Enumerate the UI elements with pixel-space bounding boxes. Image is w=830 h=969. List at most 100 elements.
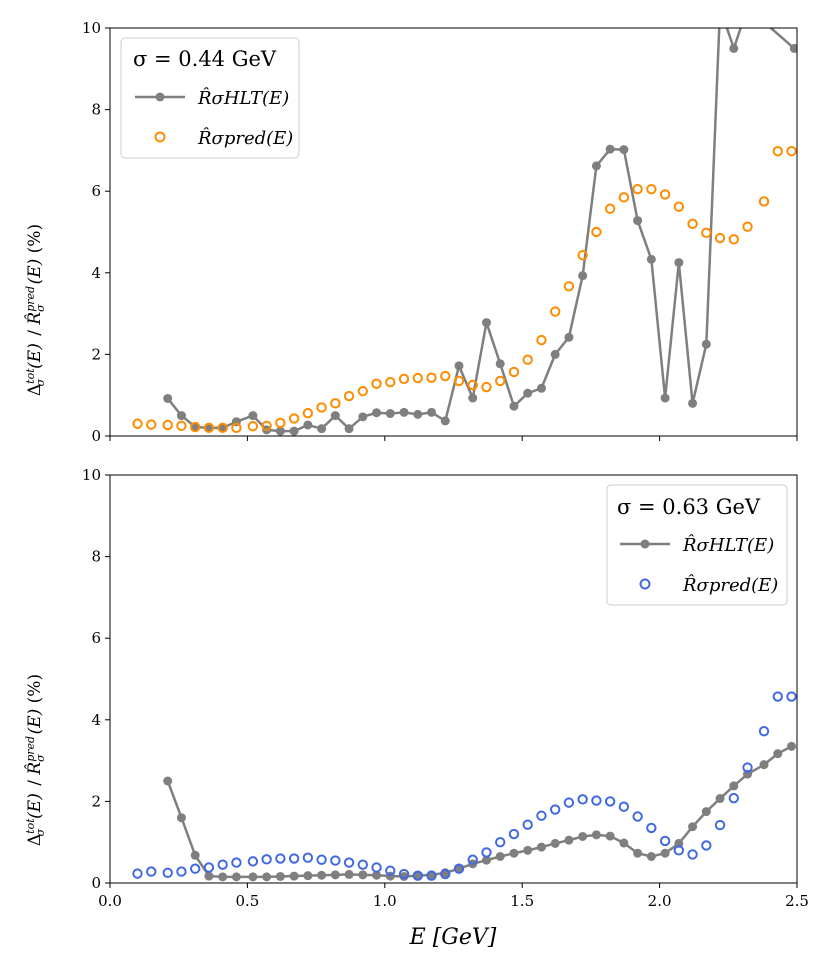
data-point-pred [659,189,671,200]
y-tick-label: 10 [82,466,101,484]
data-point-hlt [701,807,711,817]
data-point-pred [343,390,355,402]
data-point-pred [412,870,423,881]
top-legend: σ = 0.44 GeV R̂σHLT(E) R̂σpred(E) [120,37,300,159]
data-point-hlt [716,3,725,12]
data-point-hlt [605,144,615,154]
data-point-pred [508,828,520,840]
top-legend-hlt-label: R̂σHLT(E) [197,87,289,109]
data-point-hlt [578,831,588,841]
data-point-pred [316,854,327,865]
data-point-pred [577,794,588,805]
data-point-hlt [619,838,629,848]
data-point-pred [330,855,341,866]
data-point-hlt [248,411,258,421]
data-point-pred [728,234,739,245]
y-tick-label: 8 [91,101,101,119]
data-point-hlt [773,749,783,759]
top-legend-hlt-marker [155,92,165,102]
data-point-hlt [619,145,629,155]
data-point-pred [563,281,575,292]
y-tick-label: 6 [91,629,101,647]
data-point-pred [577,250,588,261]
data-point-pred [146,866,157,877]
bottom-legend-pred-label: R̂σpred(E) [682,574,778,596]
data-point-hlt [454,361,464,371]
data-point-hlt [688,398,698,408]
data-point-pred [288,853,300,864]
data-point-hlt [633,848,643,858]
data-point-pred [646,822,657,834]
data-point-hlt [701,339,711,349]
bottom-plot-frame [109,474,798,884]
bottom-legend-pred-marker [639,578,651,590]
plot-area [132,691,797,882]
bottom-legend-hlt-label: R̂σHLT(E) [682,534,774,556]
data-point-pred [728,792,739,804]
x-tick-label: 2.0 [648,892,672,910]
data-point-hlt [646,851,656,861]
data-point-pred [440,370,451,382]
data-point-hlt [591,161,601,171]
data-point-hlt [564,835,574,845]
data-point-pred [632,811,643,822]
data-point-pred [522,354,533,365]
data-point-hlt [262,872,272,882]
data-point-pred [591,226,602,238]
data-point-pred [536,334,547,346]
x-tick-label: 0.0 [98,892,122,910]
data-point-hlt [509,848,519,858]
data-point-hlt [218,872,228,882]
data-point-hlt [413,409,423,419]
data-point-hlt [523,845,533,855]
data-point-hlt [275,871,285,881]
data-point-hlt [163,393,173,403]
data-point-pred [714,819,726,831]
data-point-pred [217,859,228,870]
data-point-hlt [372,870,382,880]
data-point-hlt [385,409,395,419]
data-point-hlt [372,408,382,418]
data-point-pred [343,857,355,868]
data-point-pred [687,849,698,860]
data-point-hlt [578,271,588,281]
data-point-pred [522,819,533,830]
data-point-pred [758,726,770,737]
y-tick-label: 4 [91,711,101,729]
data-point-hlt [317,424,327,434]
data-point-hlt [564,332,574,342]
data-point-hlt [248,872,258,882]
data-point-hlt [789,43,797,53]
data-point-hlt [204,871,214,881]
data-point-pred [786,691,797,702]
data-point-hlt [413,871,423,881]
data-point-hlt [289,426,299,436]
data-point-hlt [399,407,409,417]
data-point-pred [247,421,259,432]
data-point-pred [549,804,561,815]
data-point-pred [385,376,396,388]
data-point-pred [275,853,286,864]
data-point-hlt [176,813,186,823]
data-point-hlt [688,822,698,832]
data-point-pred [591,795,602,806]
data-point-pred [398,373,410,385]
data-point-hlt [633,216,643,226]
data-point-hlt [427,407,437,417]
data-point-hlt [759,760,769,770]
data-point-hlt [674,258,684,268]
data-point-pred [162,867,173,878]
data-point-hlt [163,776,173,786]
data-point-pred [146,419,157,430]
data-point-pred [426,870,437,881]
y-tick-label: 8 [91,548,101,566]
data-point-pred [261,854,272,865]
data-point-hlt [190,422,200,432]
top-legend-pred-label: R̂σpred(E) [197,127,293,149]
data-point-pred [772,146,783,157]
data-point-pred [758,196,770,207]
data-point-pred [132,418,143,429]
data-point-hlt [660,393,670,403]
data-point-pred [481,381,492,393]
data-point-hlt [660,848,670,858]
